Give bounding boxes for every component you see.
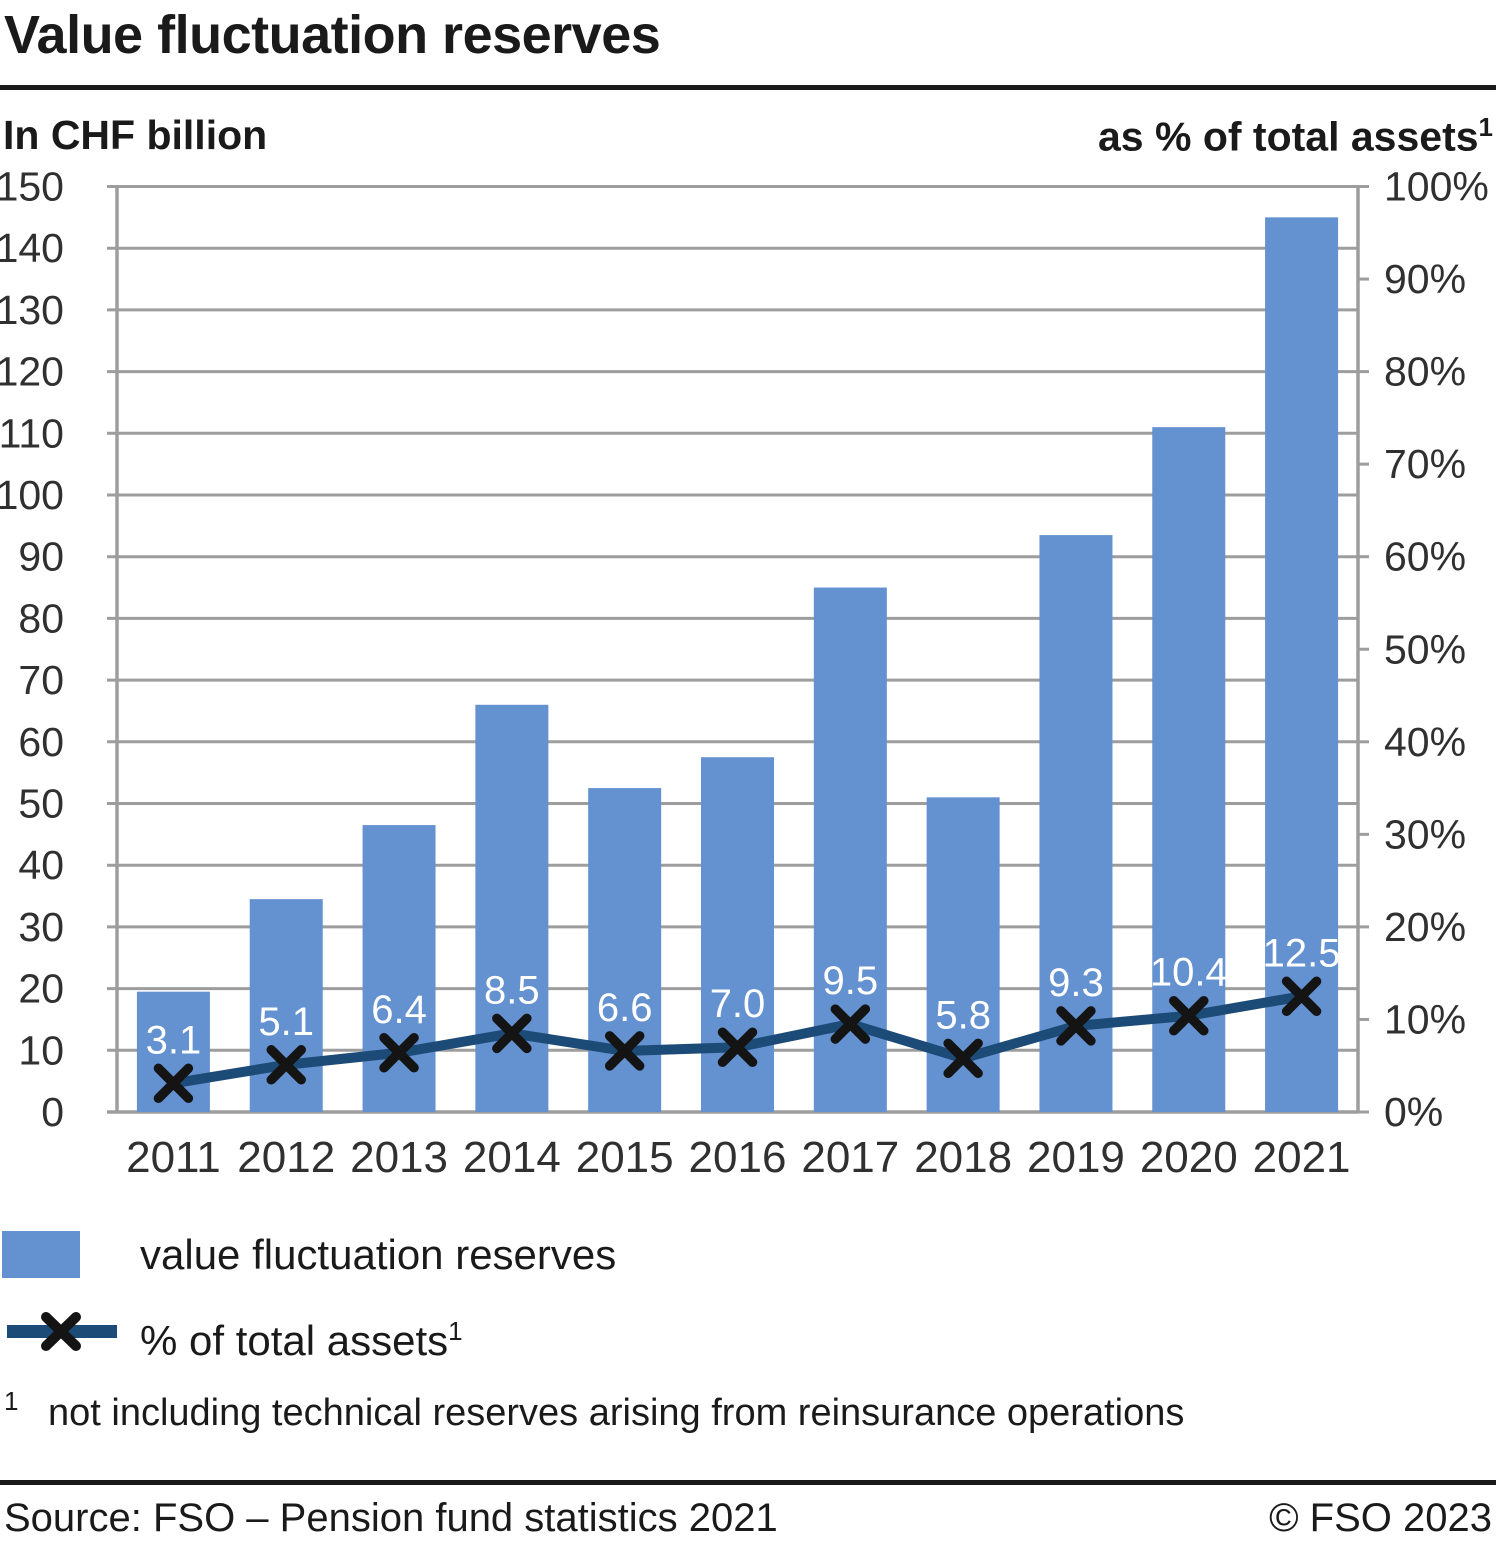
data-label-2017: 9.5 bbox=[823, 959, 879, 1003]
x-axis-label-2017: 2017 bbox=[801, 1133, 899, 1182]
data-label-2021: 12.5 bbox=[1263, 931, 1341, 975]
left-axis-tick-label-0: 0 bbox=[41, 1089, 64, 1135]
bar-series-label: value fluctuation reserves bbox=[140, 1231, 617, 1278]
x-marker-2016 bbox=[717, 1027, 758, 1067]
x-marker-2017 bbox=[830, 1004, 871, 1044]
data-label-2011: 3.1 bbox=[146, 1018, 202, 1062]
left-axis-title-text: In CHF billion bbox=[3, 112, 268, 158]
data-label-2020: 10.4 bbox=[1150, 951, 1228, 995]
left-axis-tick-label-60: 60 bbox=[18, 719, 64, 765]
x-marker-2021 bbox=[1281, 976, 1322, 1017]
bar-2013 bbox=[362, 825, 436, 1112]
x-marker-2015 bbox=[604, 1031, 645, 1071]
left-axis-tick-label-90: 90 bbox=[18, 534, 64, 580]
copyright-text: © FSO 2023 bbox=[1269, 1496, 1492, 1540]
line-series-swatch bbox=[7, 1312, 117, 1351]
x-marker-2019 bbox=[1056, 1006, 1096, 1046]
x-marker-2020 bbox=[1169, 995, 1209, 1036]
x-axis-label-2015: 2015 bbox=[576, 1133, 674, 1182]
right-axis-tick-label-30%: 30% bbox=[1384, 811, 1466, 857]
right-axis-tick-label-100%: 100% bbox=[1384, 164, 1489, 210]
x-axis-label-2012: 2012 bbox=[237, 1133, 335, 1182]
right-axis-tick-label-20%: 20% bbox=[1384, 904, 1466, 950]
bar-2021 bbox=[1265, 217, 1339, 1113]
x-axis-label-2021: 2021 bbox=[1253, 1133, 1351, 1182]
left-axis-tick-label-10: 10 bbox=[18, 1027, 64, 1073]
x-axis-label-2018: 2018 bbox=[914, 1133, 1012, 1182]
footnote-mark: 1 bbox=[4, 1386, 19, 1416]
data-label-2015: 6.6 bbox=[597, 986, 653, 1030]
left-axis-tick-label-20: 20 bbox=[18, 966, 64, 1012]
left-axis-tick-label-110: 110 bbox=[0, 410, 64, 456]
right-axis-tick-label-90%: 90% bbox=[1384, 256, 1466, 302]
footnote-text: not including technical reserves arising… bbox=[48, 1392, 1185, 1434]
data-label-2014: 8.5 bbox=[484, 968, 540, 1012]
line-series-footnote-mark: 1 bbox=[448, 1316, 463, 1346]
right-axis-tick-label-70%: 70% bbox=[1384, 441, 1466, 487]
left-axis-tick-label-80: 80 bbox=[18, 595, 64, 641]
x-marker-2014 bbox=[492, 1013, 532, 1054]
right-axis-tick-label-50%: 50% bbox=[1384, 626, 1466, 672]
data-label-2016: 7.0 bbox=[710, 982, 766, 1026]
source-text: Source: FSO – Pension fund statistics 20… bbox=[4, 1496, 778, 1540]
right-axis-tick-label-0%: 0% bbox=[1384, 1089, 1443, 1135]
x-marker-2013 bbox=[379, 1033, 419, 1073]
x-marker-2018 bbox=[943, 1038, 983, 1079]
data-label-2019: 9.3 bbox=[1048, 961, 1104, 1005]
page-title: Value fluctuation reserves bbox=[4, 5, 661, 65]
x-axis-label-2011: 2011 bbox=[126, 1133, 221, 1182]
legend-x-marker-icon bbox=[41, 1312, 81, 1351]
right-axis-title-footnote-mark: 1 bbox=[1478, 112, 1493, 142]
bar-2019 bbox=[1039, 535, 1113, 1112]
bar-2020 bbox=[1152, 427, 1226, 1112]
left-axis-tick-label-150: 150 bbox=[0, 164, 64, 210]
right-axis-tick-label-80%: 80% bbox=[1384, 349, 1466, 395]
x-axis-label-2020: 2020 bbox=[1140, 1133, 1238, 1182]
right-axis-title: as % of total assets1 bbox=[1098, 112, 1493, 161]
line-series-label: % of total assets1 bbox=[140, 1308, 463, 1364]
x-axis-label-2019: 2019 bbox=[1027, 1133, 1125, 1182]
right-axis-tick-label-10%: 10% bbox=[1384, 996, 1466, 1042]
x-marker-2012 bbox=[266, 1045, 306, 1085]
bar-2016 bbox=[701, 757, 774, 1112]
data-label-2012: 5.1 bbox=[258, 1000, 314, 1044]
bar-series-swatch bbox=[2, 1231, 80, 1278]
left-axis-title: In CHF billion bbox=[3, 112, 267, 159]
left-axis-tick-label-70: 70 bbox=[18, 657, 64, 703]
right-axis-tick-label-40%: 40% bbox=[1384, 719, 1466, 765]
right-axis-title-text: as % of total assets bbox=[1098, 113, 1479, 160]
left-axis-tick-label-40: 40 bbox=[18, 842, 64, 888]
left-axis-tick-label-30: 30 bbox=[18, 904, 64, 950]
line-series-label-text: % of total assets bbox=[140, 1317, 449, 1364]
left-axis-tick-label-100: 100 bbox=[0, 472, 64, 518]
bar-2011 bbox=[136, 991, 210, 1112]
left-axis-tick-label-120: 120 bbox=[0, 349, 64, 395]
left-axis-tick-label-50: 50 bbox=[18, 781, 64, 827]
title-divider bbox=[0, 85, 1496, 90]
data-label-2013: 6.4 bbox=[371, 988, 427, 1032]
bar-2015 bbox=[588, 788, 662, 1112]
x-axis-label-2014: 2014 bbox=[463, 1133, 561, 1182]
footer-divider bbox=[0, 1480, 1496, 1485]
right-axis-tick-label-60%: 60% bbox=[1384, 534, 1466, 580]
x-marker-2011 bbox=[153, 1063, 194, 1104]
x-axis-label-2013: 2013 bbox=[350, 1133, 448, 1182]
left-axis-tick-label-140: 140 bbox=[0, 225, 64, 271]
data-label-2018: 5.8 bbox=[935, 993, 991, 1037]
bar-2014 bbox=[475, 704, 549, 1112]
left-axis-tick-label-130: 130 bbox=[0, 287, 64, 333]
x-axis-label-2016: 2016 bbox=[689, 1133, 787, 1182]
bar-2012 bbox=[249, 899, 323, 1112]
